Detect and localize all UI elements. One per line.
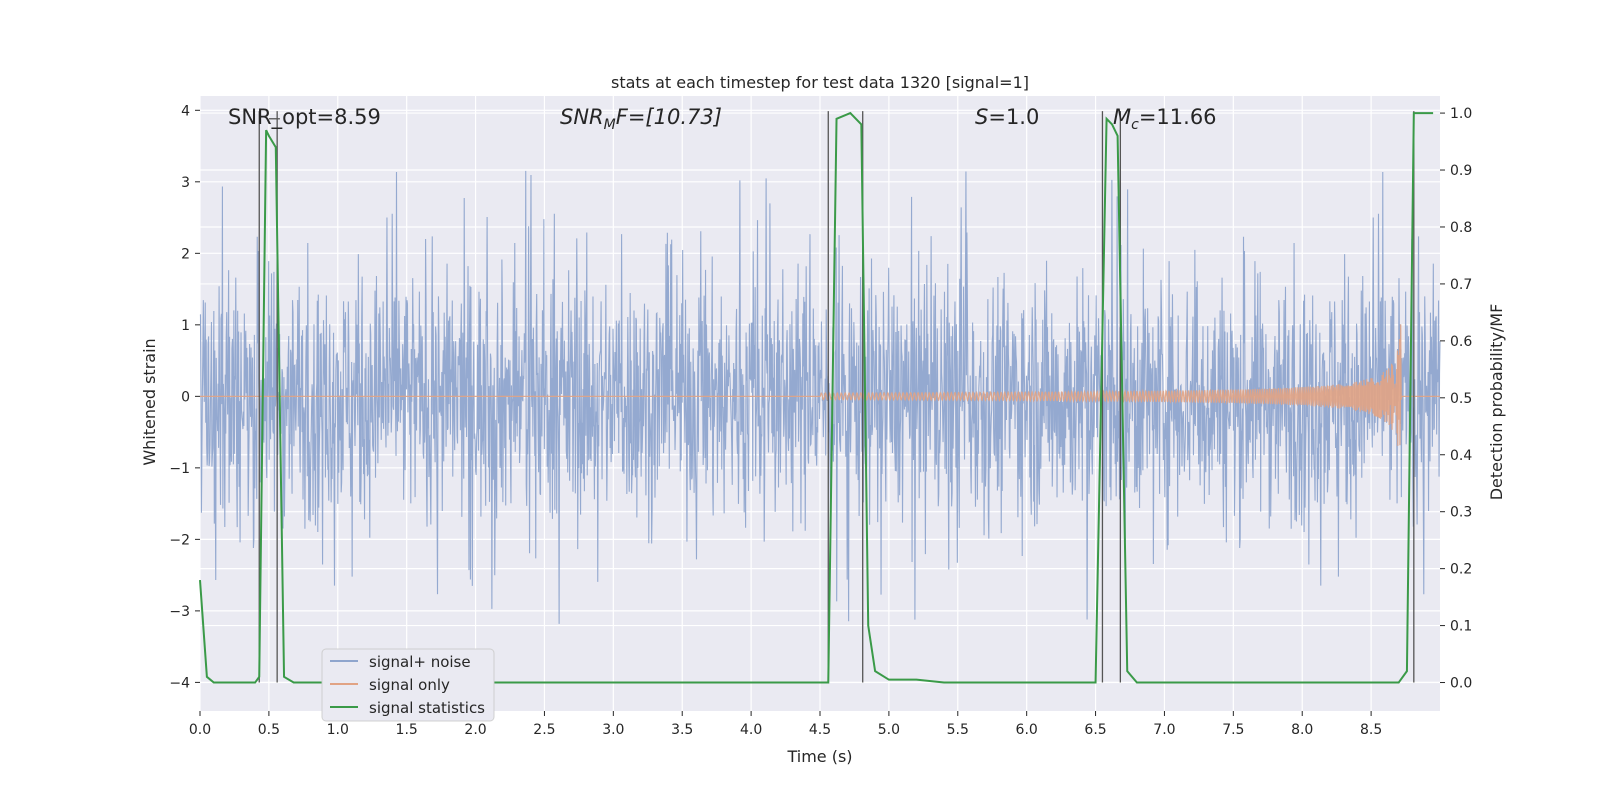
left-y-tick-label: 4 — [181, 103, 190, 119]
left-y-tick-label: −3 — [169, 604, 190, 620]
legend: signal+ noise signal only signal statist… — [321, 648, 495, 722]
annotation-s: S=1.0 — [975, 105, 1039, 129]
chart-title: stats at each timestep for test data 132… — [611, 73, 1029, 92]
right-y-tick-label: 0.4 — [1450, 448, 1472, 464]
right-y-tick-label: 0.8 — [1450, 220, 1472, 236]
x-tick-label: 4.0 — [740, 722, 762, 738]
x-tick-label: 6.0 — [1016, 722, 1038, 738]
x-tick-label: 3.5 — [671, 722, 693, 738]
x-tick-label: 5.0 — [878, 722, 900, 738]
annotation-mc-label: M — [1113, 105, 1131, 129]
left-y-tick-label: −2 — [169, 532, 190, 548]
right-y-tick-label: 0.1 — [1450, 619, 1472, 635]
x-tick-label: 2.5 — [533, 722, 555, 738]
annotation-snr-mf: SNRMF=[10.73] — [560, 105, 722, 133]
left-y-tick-label: 0 — [181, 389, 190, 405]
right-y-tick-label: 0.6 — [1450, 334, 1472, 350]
x-tick-label: 1.0 — [327, 722, 349, 738]
right-y-tick-label: 1.0 — [1450, 106, 1472, 122]
left-y-tick-label: 2 — [181, 246, 190, 262]
annotation-mc-value: =11.66 — [1139, 105, 1217, 129]
left-y-axis-label: Whitened strain — [140, 338, 159, 465]
x-tick-label: 3.0 — [602, 722, 624, 738]
x-tick-label: 0.5 — [258, 722, 280, 738]
left-y-tick-label: −4 — [169, 675, 190, 691]
legend-label-noise: signal+ noise — [369, 653, 471, 671]
left-y-tick-label: −1 — [169, 461, 190, 477]
signal-noise-series — [199, 170, 1441, 624]
right-y-tick-label: 0.3 — [1450, 505, 1472, 521]
annotation-mc-subscript: c — [1131, 117, 1139, 133]
annotation-snr-mf-value: F=[10.73] — [616, 105, 722, 129]
x-tick-label: 7.0 — [1153, 722, 1175, 738]
annotation-s-value: =1.0 — [988, 105, 1039, 129]
x-tick-label: 4.5 — [809, 722, 831, 738]
signal-only-series — [200, 324, 1440, 446]
signal-statistics-line — [199, 111, 1434, 684]
x-tick-label: 2.0 — [464, 722, 486, 738]
annotation-snr-mf-label: SNR — [560, 105, 604, 129]
right-y-tick-label: 0.2 — [1450, 562, 1472, 578]
left-y-tick-label: 3 — [181, 175, 190, 191]
left-y-tick-label: 1 — [181, 318, 190, 334]
annotation-snr-mf-subscript: M — [604, 117, 616, 133]
signal-statistics-series — [199, 111, 1434, 684]
signal-only-line — [200, 324, 1440, 446]
right-y-tick-label: 0.7 — [1450, 277, 1472, 293]
x-tick-label: 8.0 — [1291, 722, 1313, 738]
right-y-tick-label: 0.9 — [1450, 163, 1472, 179]
annotation-snr-opt: SNR_opt=8.59 — [228, 105, 381, 130]
x-tick-label: 7.5 — [1222, 722, 1244, 738]
x-tick-label: 1.5 — [396, 722, 418, 738]
right-y-axis-label: Detection probability/MF — [1487, 304, 1506, 501]
right-y-tick-label: 0.5 — [1450, 391, 1472, 407]
x-tick-label: 8.5 — [1360, 722, 1382, 738]
right-y-tick-label: 0.0 — [1450, 676, 1472, 692]
x-tick-label: 0.0 — [189, 722, 211, 738]
x-tick-label: 6.5 — [1084, 722, 1106, 738]
signal-noise-line — [199, 170, 1441, 624]
x-axis-label: Time (s) — [786, 747, 852, 766]
legend-box — [321, 648, 495, 722]
axes: 0.0 0.5 1.0 1.5 2.0 2.5 3.0 3.5 4.0 4.5 5.0 5.5 6.0 6… — [169, 103, 1472, 738]
legend-label-signal: signal only — [369, 676, 450, 694]
annotation-s-label: S — [975, 105, 988, 129]
vertical-markers — [258, 111, 1415, 683]
x-tick-label: 5.5 — [947, 722, 969, 738]
legend-label-stats: signal statistics — [369, 699, 485, 717]
annotation-mc: Mc=11.66 — [1113, 105, 1217, 133]
